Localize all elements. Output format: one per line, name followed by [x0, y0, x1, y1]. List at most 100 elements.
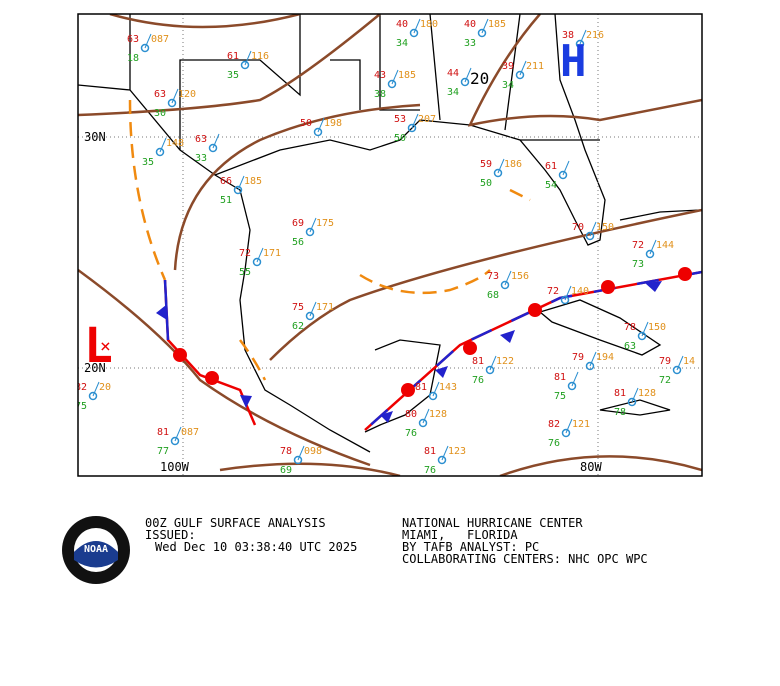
- fronts: [156, 267, 702, 431]
- station-pressure: 211: [526, 61, 544, 72]
- station-circle: [585, 231, 595, 241]
- station-temp: 72: [632, 240, 644, 251]
- wind-barb: [317, 117, 325, 133]
- station-circle: [418, 418, 428, 428]
- isobar-label: 20: [470, 69, 489, 88]
- station-temp: 69: [292, 218, 304, 229]
- noaa-logo: NOAA: [62, 516, 130, 584]
- station-temp: 61: [545, 161, 557, 172]
- station-temp: 82: [75, 382, 87, 393]
- station-pressure: 185: [244, 176, 262, 187]
- wind-barb: [422, 408, 430, 424]
- wind-barb: [391, 69, 399, 85]
- station-dewpoint: 76: [405, 428, 417, 439]
- troughs: [128, 99, 531, 381]
- station-temp: 70: [572, 222, 584, 233]
- station-circle: [167, 98, 177, 108]
- station-temp: 39: [502, 61, 514, 72]
- wind-barb: [589, 221, 597, 237]
- footer-date: Wed Dec 10 03:38:40 UTC 2025: [155, 540, 357, 554]
- station-dewpoint: 77: [157, 446, 169, 457]
- station-temp: 66: [220, 176, 232, 187]
- footer-location: MIAMI, FLORIDA: [402, 528, 518, 542]
- station-pressure: 123: [448, 446, 466, 457]
- station-temp: 81: [614, 388, 626, 399]
- lon-label: 80W: [580, 460, 602, 474]
- wind-barb: [309, 301, 317, 317]
- wind-barb: [562, 160, 570, 176]
- wind-barb: [631, 387, 639, 403]
- station-dewpoint: 75: [75, 401, 87, 412]
- station-dewpoint: 34: [502, 80, 514, 91]
- station-pressure: 143: [439, 382, 457, 393]
- station-pressure: 171: [316, 302, 334, 313]
- station-circle: [407, 123, 417, 133]
- station-dewpoint: 50: [394, 133, 406, 144]
- station-circle: [170, 436, 180, 446]
- wind-barb: [159, 137, 167, 153]
- map-frame: [77, 13, 703, 477]
- station-temp: 59: [480, 159, 492, 170]
- station-circle: [560, 295, 570, 305]
- wind-barb: [411, 113, 419, 129]
- station-pressure: 207: [418, 114, 436, 125]
- station-circle: [305, 227, 315, 237]
- station-circle: [305, 311, 315, 321]
- station-temp: 63: [195, 134, 207, 145]
- station-pressure: 150: [648, 322, 666, 333]
- station-dewpoint: 35: [142, 157, 154, 168]
- station-circle: [293, 455, 303, 465]
- station-temp: 81: [472, 356, 484, 367]
- station-temp: 75: [292, 302, 304, 313]
- station-circle: [500, 280, 510, 290]
- station-pressure: 156: [511, 271, 529, 282]
- station-pressure: 216: [586, 30, 604, 41]
- station-dewpoint: 76: [548, 438, 560, 449]
- low-marker: ×: [100, 336, 111, 357]
- station-pressure: 098: [304, 446, 322, 457]
- logo-text: NOAA: [84, 544, 108, 555]
- station-dewpoint: 73: [632, 259, 644, 270]
- station-pressure: 150: [596, 222, 614, 233]
- station-circle: [672, 365, 682, 375]
- station-circle: [585, 361, 595, 371]
- wind-barb: [171, 88, 179, 104]
- station-dewpoint: 34: [447, 87, 459, 98]
- station-circle: [88, 391, 98, 401]
- station-temp: 63: [154, 89, 166, 100]
- station-pressure: 148: [166, 138, 184, 149]
- wind-barb: [489, 355, 497, 371]
- footer-title: 00Z GULF SURFACE ANALYSIS: [145, 516, 326, 530]
- station-temp: 82: [548, 419, 560, 430]
- station-pressure: 128: [429, 409, 447, 420]
- station-temp: 40: [396, 19, 408, 30]
- footer-center: NATIONAL HURRICANE CENTER: [402, 516, 583, 530]
- station-temp: 78: [624, 322, 636, 333]
- station-dewpoint: 68: [487, 290, 499, 301]
- station-dewpoint: 51: [220, 195, 232, 206]
- station-circle: [240, 60, 250, 70]
- wind-barb: [144, 33, 152, 49]
- station-temp: 53: [394, 114, 406, 125]
- station-dewpoint: 30: [154, 108, 166, 119]
- station-pressure: 185: [488, 19, 506, 30]
- station-pressure: 186: [504, 159, 522, 170]
- station-pressure: 144: [656, 240, 674, 251]
- station-temp: 81: [554, 372, 566, 383]
- station-circle: [460, 77, 470, 87]
- wind-barb: [212, 133, 220, 149]
- wind-barb: [579, 29, 587, 45]
- wind-barb: [481, 18, 489, 34]
- station-pressure: 20: [99, 382, 111, 393]
- station-circle: [409, 28, 419, 38]
- station-plots: 63 087 18 61 116 35 63 120 30 63 33 148 35 50 198 66 185…: [75, 18, 695, 476]
- wind-barb: [676, 355, 684, 371]
- station-circle: [233, 185, 243, 195]
- station-temp: 44: [447, 68, 459, 79]
- station-dewpoint: 75: [554, 391, 566, 402]
- station-pressure: 180: [420, 19, 438, 30]
- station-circle: [558, 170, 568, 180]
- station-circle: [567, 381, 577, 391]
- station-dewpoint: 76: [472, 375, 484, 386]
